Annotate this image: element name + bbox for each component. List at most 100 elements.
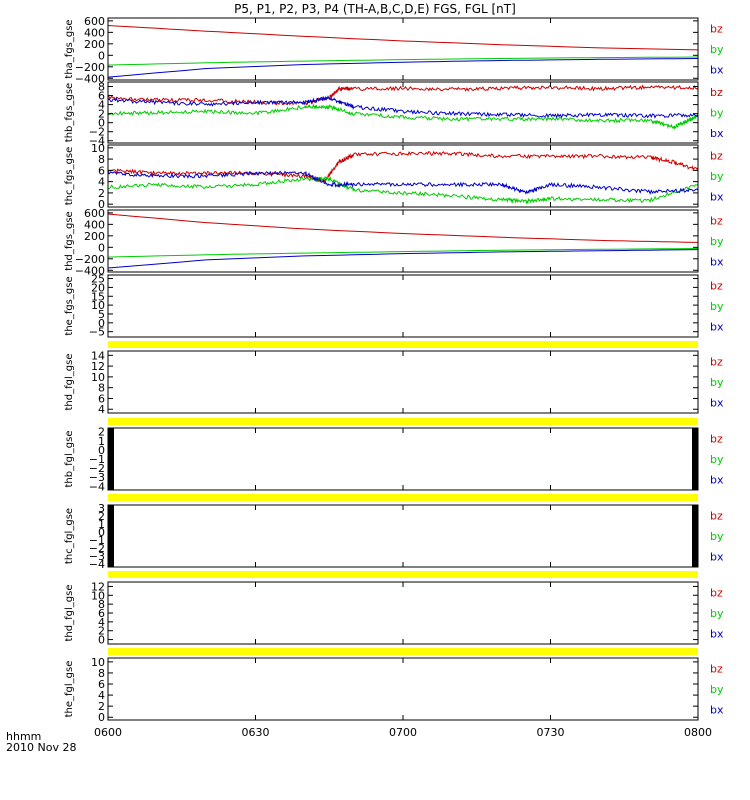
legend-bx: bx	[710, 397, 724, 410]
y-tick-label: 12	[91, 580, 105, 593]
panel-frame	[107, 17, 699, 81]
y-tick-label: −4	[89, 135, 105, 148]
x-tick-label: 0630	[242, 726, 270, 739]
y-tick-label: −200	[75, 253, 105, 266]
y-tick-label: 8	[98, 598, 105, 611]
legend-by: by	[710, 376, 724, 389]
y-axis-label: thc_fgl_gse	[64, 508, 75, 564]
data-gap-right	[692, 505, 698, 567]
y-tick-label: 4	[98, 176, 105, 189]
y-tick-label: 10	[91, 589, 105, 602]
y-tick-label: 0	[98, 317, 105, 330]
legend-bz: bz	[710, 149, 723, 162]
series-bz-line	[107, 213, 699, 243]
y-tick-label: 6	[98, 392, 105, 405]
y-tick-label: −2	[89, 126, 105, 139]
y-tick-label: 200	[84, 38, 105, 51]
y-tick-label: 0	[98, 117, 105, 130]
fill-band	[108, 341, 698, 348]
legend-bz: bz	[710, 355, 723, 368]
y-tick-label: −5	[89, 326, 105, 339]
panel-frame	[107, 427, 699, 491]
y-tick-label: 200	[84, 230, 105, 243]
y-tick-label: −400	[75, 264, 105, 277]
y-tick-label: −4	[89, 558, 105, 571]
y-tick-label: −4	[89, 480, 105, 493]
legend-bz: bz	[710, 432, 723, 445]
data-gap-left	[108, 505, 114, 567]
y-tick-label: 3	[98, 502, 105, 515]
y-tick-label: 14	[91, 349, 105, 362]
legend-bx: bx	[710, 321, 724, 334]
chart-title: P5, P1, P2, P3, P4 (TH-A,B,C,D,E) FGS, F…	[234, 2, 516, 16]
y-tick-label: 2	[98, 108, 105, 121]
y-tick-label: 600	[84, 15, 105, 28]
series-bx-line	[107, 58, 699, 78]
y-tick-label: −1	[89, 534, 105, 547]
y-tick-label: 2	[98, 426, 105, 439]
legend-bz: bz	[710, 509, 723, 522]
series-bz-line	[107, 84, 699, 106]
panel-frame	[107, 657, 699, 721]
y-tick-label: 1	[98, 435, 105, 448]
y-tick-label: 15	[91, 290, 105, 303]
y-tick-label: 2	[98, 700, 105, 713]
series-bx-line	[107, 95, 699, 119]
time-format-label: hhmm	[6, 730, 42, 743]
y-tick-label: 0	[98, 526, 105, 539]
y-tick-label: 4	[98, 403, 105, 416]
legend-bx: bx	[710, 704, 724, 717]
y-tick-label: 6	[98, 90, 105, 103]
y-tick-label: −400	[75, 72, 105, 85]
legend-bz: bz	[710, 586, 723, 599]
x-tick-label: 0700	[389, 726, 417, 739]
legend-by: by	[710, 43, 724, 56]
series-bz-line	[107, 150, 699, 184]
series-by-line	[107, 56, 699, 66]
legend-bx: bx	[710, 191, 724, 204]
legend-by: by	[710, 453, 724, 466]
y-tick-label: 8	[98, 382, 105, 395]
x-tick-label: 0730	[537, 726, 565, 739]
panel-frame	[107, 581, 699, 645]
panel-frame	[107, 81, 699, 144]
y-axis-label: thb_fgs_gse	[64, 83, 75, 142]
legend-bz: bz	[710, 86, 723, 99]
legend-bz: bz	[710, 22, 723, 35]
y-tick-label: 10	[91, 371, 105, 384]
y-axis-label: thd_fgl_gse	[64, 585, 75, 642]
y-tick-label: 8	[98, 81, 105, 94]
legend-bx: bx	[710, 256, 724, 269]
panel-frame	[107, 504, 699, 568]
fill-band	[108, 494, 698, 501]
y-tick-label: 2	[98, 187, 105, 200]
y-tick-label: 12	[91, 360, 105, 373]
legend-bx: bx	[710, 64, 724, 77]
legend-by: by	[710, 683, 724, 696]
y-tick-label: −200	[75, 61, 105, 74]
y-tick-label: 400	[84, 26, 105, 39]
y-tick-label: 6	[98, 164, 105, 177]
x-tick-label: 0600	[94, 726, 122, 739]
y-tick-label: 6	[98, 678, 105, 691]
y-tick-label: 10	[91, 299, 105, 312]
y-tick-label: 4	[98, 689, 105, 702]
y-tick-label: 25	[91, 273, 105, 286]
fill-band	[108, 571, 698, 578]
y-tick-label: 0	[98, 634, 105, 647]
y-tick-label: 10	[91, 142, 105, 155]
legend-bx: bx	[710, 628, 724, 641]
y-tick-label: 10	[91, 656, 105, 669]
series-bx-line	[107, 170, 699, 195]
date-label: 2010 Nov 28	[6, 741, 77, 754]
y-axis-label: thd_fgs_gse	[64, 211, 75, 270]
series-bx-line	[107, 249, 699, 269]
y-tick-label: 1	[98, 518, 105, 531]
y-tick-label: 5	[98, 308, 105, 321]
legend-by: by	[710, 530, 724, 543]
y-tick-label: 0	[98, 49, 105, 62]
legend-by: by	[710, 170, 724, 183]
y-axis-label: tha_fgs_gse	[64, 19, 75, 78]
panel-frame	[107, 274, 699, 338]
fill-band	[108, 648, 698, 655]
